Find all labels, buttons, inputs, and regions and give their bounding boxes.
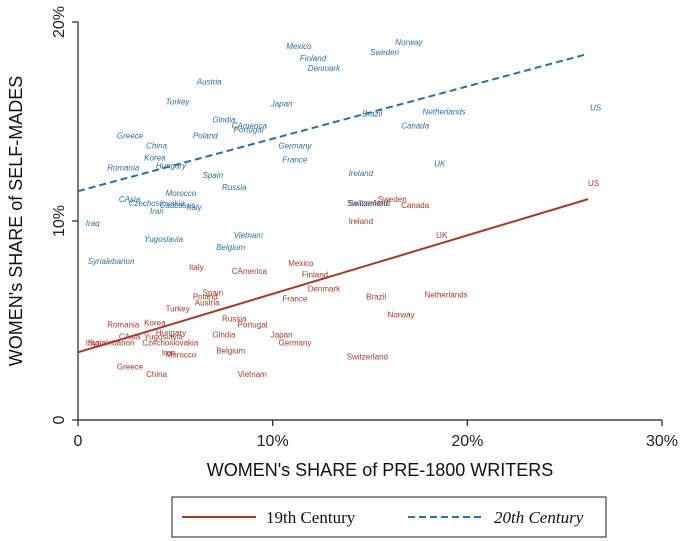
point-label-iraq: Iraq bbox=[86, 219, 100, 228]
point-label-casia: CAsia bbox=[119, 195, 141, 204]
legend-label-19th-century: 19th Century bbox=[266, 508, 356, 527]
point-label-iraq: Iraq bbox=[86, 338, 100, 347]
point-label-camerica: CAmerica bbox=[232, 267, 268, 276]
point-label-vietnam: Vietnam bbox=[234, 231, 264, 240]
point-label-brazil: Brazil bbox=[366, 293, 386, 302]
point-label-italy: Italy bbox=[189, 263, 204, 272]
point-label-china: China bbox=[146, 370, 167, 379]
point-label-uk: UK bbox=[434, 159, 446, 168]
point-label-uk: UK bbox=[436, 231, 448, 240]
point-label-korea: Korea bbox=[144, 153, 166, 162]
point-label-greece: Greece bbox=[117, 131, 144, 140]
point-label-mexico: Mexico bbox=[288, 259, 314, 268]
y-tick-label: 20% bbox=[51, 6, 68, 38]
point-label-portugal: Portugal bbox=[234, 125, 264, 134]
x-tick-label: 10% bbox=[257, 433, 289, 450]
point-label-russia: Russia bbox=[222, 183, 247, 192]
point-label-glndia: Glndia bbox=[212, 116, 236, 125]
fit-line-20th-century bbox=[77, 52, 589, 193]
point-label-spain: Spain bbox=[203, 171, 224, 180]
point-label-poland: Poland bbox=[193, 293, 218, 302]
data-labels: USUKSwedenCanadaSwitzerlandIrelandNether… bbox=[86, 38, 602, 379]
point-label-ireland: Ireland bbox=[349, 169, 374, 178]
y-axis-title: WOMEN's SHARE of SELF-MADES bbox=[6, 76, 26, 366]
x-tick-label: 20% bbox=[451, 433, 483, 450]
fit-line-19th-century bbox=[77, 198, 589, 354]
x-axis-title: WOMEN's SHARE of PRE-1800 WRITERS bbox=[207, 460, 554, 480]
point-label-norway: Norway bbox=[388, 311, 415, 320]
point-label-yugoslavia: Yugoslavia bbox=[144, 332, 183, 341]
point-label-netherlands: Netherlands bbox=[423, 108, 466, 117]
legend: 19th Century 20th Century bbox=[171, 496, 607, 538]
point-label-germany: Germany bbox=[279, 141, 313, 150]
point-label-russia: Russia bbox=[222, 315, 247, 324]
point-label-denmark: Denmark bbox=[308, 64, 341, 73]
point-label-romania: Romania bbox=[107, 320, 140, 329]
fit-lines bbox=[77, 52, 589, 354]
point-label-czechoslovakia: Czechoslovakia bbox=[142, 338, 199, 347]
point-label-casia: CAsia bbox=[119, 332, 141, 341]
point-label-switzerland: Switzerland bbox=[349, 199, 390, 208]
point-label-glndia: Glndia bbox=[212, 330, 236, 339]
point-label-france: France bbox=[282, 155, 307, 164]
point-label-sweden: Sweden bbox=[370, 48, 399, 57]
point-label-turkey: Turkey bbox=[166, 98, 191, 107]
point-label-denmark: Denmark bbox=[308, 285, 341, 294]
point-label-iran: Iran bbox=[162, 348, 176, 357]
point-label-japan: Japan bbox=[271, 330, 293, 339]
point-label-austria: Austria bbox=[196, 78, 222, 87]
x-tick-label: 0 bbox=[74, 433, 83, 450]
axis-ticks: 0 10% 20% 30% 0 10% 20% bbox=[51, 6, 678, 450]
point-label-italy: Italy bbox=[187, 203, 203, 212]
point-label-vietnam: Vietnam bbox=[238, 370, 268, 379]
point-label-switzerland: Switzerland bbox=[347, 199, 389, 208]
point-label-syrialebanon: Syrialebanon bbox=[88, 257, 135, 266]
point-label-austria: Austria bbox=[195, 299, 220, 308]
point-label-us: US bbox=[590, 104, 602, 113]
point-label-belgium: Belgium bbox=[216, 346, 245, 355]
point-label-sweden: Sweden bbox=[378, 195, 407, 204]
point-label-morocco: Morocco bbox=[166, 189, 197, 198]
point-label-netherlands: Netherlands bbox=[425, 291, 468, 300]
point-label-czechoslovakia: Czechoslovakia bbox=[129, 199, 186, 208]
point-label-turkey: Turkey bbox=[166, 305, 190, 314]
point-label-finland: Finland bbox=[302, 271, 328, 280]
point-label-poland: Poland bbox=[193, 131, 218, 140]
point-label-china: China bbox=[146, 141, 167, 150]
point-label-portugal: Portugal bbox=[238, 320, 268, 329]
x-tick-label: 30% bbox=[646, 433, 678, 450]
point-label-us: US bbox=[588, 179, 599, 188]
point-label-belgium: Belgium bbox=[216, 243, 245, 252]
point-label-finland: Finland bbox=[300, 54, 327, 63]
point-label-greece: Greece bbox=[117, 362, 144, 371]
point-label-romania: Romania bbox=[107, 163, 140, 172]
point-label-syrialebanon: Syrialebanon bbox=[88, 338, 135, 347]
point-label-caucasus: Caucasus bbox=[160, 201, 196, 210]
point-label-morocco: Morocco bbox=[166, 350, 197, 359]
y-tick-label: 0 bbox=[51, 415, 68, 424]
point-label-camerica: CAmerica bbox=[232, 121, 268, 130]
point-label-germany: Germany bbox=[279, 338, 312, 347]
point-label-japan: Japan bbox=[270, 100, 293, 109]
point-label-ireland: Ireland bbox=[349, 217, 373, 226]
point-label-france: France bbox=[282, 295, 307, 304]
point-label-iran: Iran bbox=[150, 207, 164, 216]
point-label-hungary: Hungary bbox=[156, 328, 186, 337]
point-label-spain: Spain bbox=[203, 289, 223, 298]
legend-label-20th-century: 20th Century bbox=[494, 508, 584, 527]
point-label-yugoslavia: Yugoslavia bbox=[144, 235, 183, 244]
point-label-korea: Korea bbox=[144, 318, 166, 327]
point-label-norway: Norway bbox=[395, 38, 423, 47]
point-label-canada: Canada bbox=[401, 201, 430, 210]
point-label-mexico: Mexico bbox=[286, 42, 312, 51]
point-label-canada: Canada bbox=[401, 121, 430, 130]
y-tick-label: 10% bbox=[51, 205, 68, 237]
point-label-hungary: Hungary bbox=[156, 161, 187, 170]
point-label-brazil: Brazil bbox=[362, 110, 382, 119]
point-label-switzerland: Switzerland bbox=[347, 352, 388, 361]
